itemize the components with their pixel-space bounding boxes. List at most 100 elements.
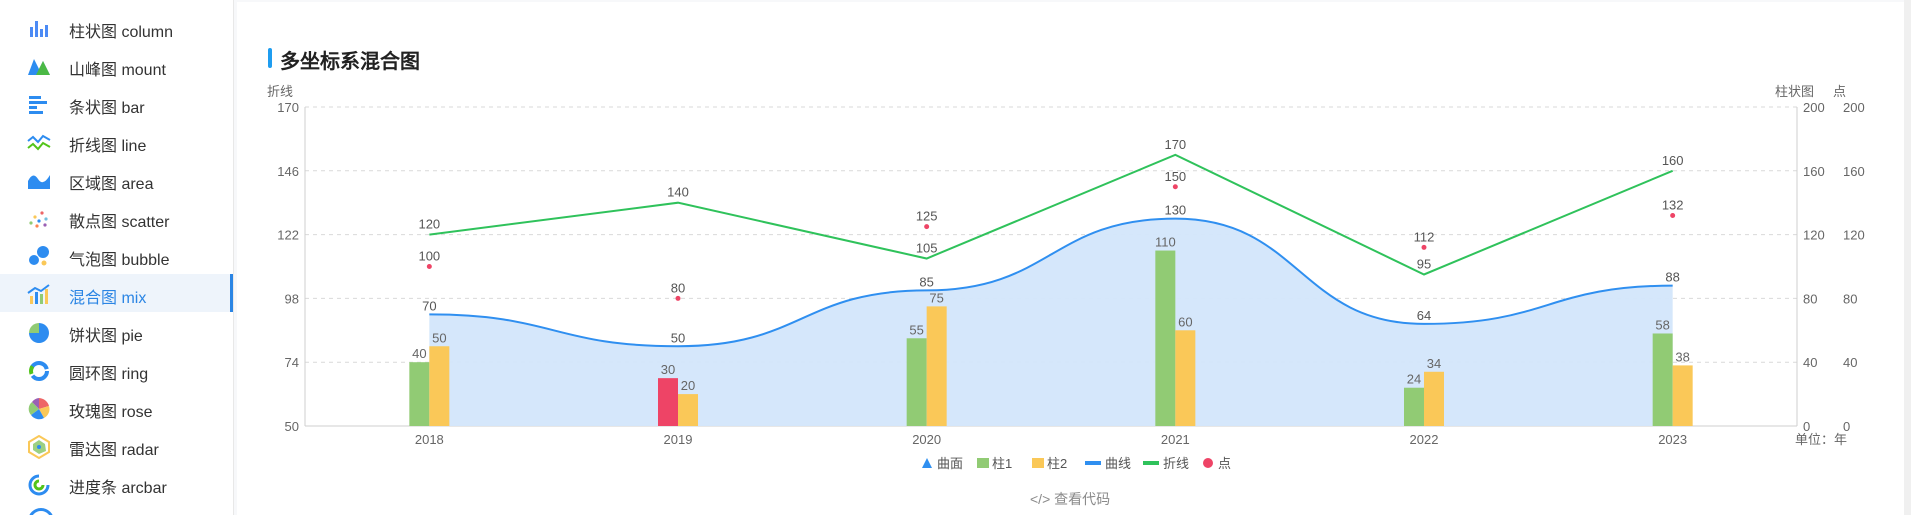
data-label-曲线: 85 (919, 274, 933, 289)
legend-label-柱1: 柱1 (992, 456, 1012, 471)
x-axis-tick: 2023 (1658, 432, 1687, 447)
column-柱1 (1155, 250, 1176, 426)
point-点 (1172, 184, 1178, 190)
data-label-折线: 95 (1417, 256, 1431, 271)
column-柱2 (678, 394, 698, 426)
right-axis-tick: 200 (1803, 100, 1825, 115)
right-axis-2-title: 点 (1833, 84, 1846, 99)
legend-icon-柱1 (977, 458, 989, 468)
sidebar-item-ring[interactable]: 圆环图 ring (0, 350, 233, 388)
column-柱1 (906, 338, 927, 426)
right-axis-tick: 120 (1803, 228, 1825, 243)
column-柱2 (1672, 365, 1693, 426)
point-点 (675, 295, 681, 301)
scrollbar-track[interactable] (1904, 0, 1911, 515)
legend-label-曲面: 曲面 (937, 456, 963, 471)
sidebar-item-pie[interactable]: 饼状图 pie (0, 312, 233, 350)
view-code-link[interactable]: </> 查看代码 (1030, 491, 1111, 507)
data-label-点: 112 (1414, 229, 1435, 244)
scatter-chart-icon (27, 207, 53, 229)
data-label-柱1: 110 (1155, 235, 1176, 250)
data-label-曲线: 88 (1665, 270, 1679, 285)
sidebar-item-label: 气泡图 bubble (69, 252, 170, 269)
data-label-曲线: 64 (1417, 308, 1431, 323)
data-label-柱1: 58 (1655, 317, 1669, 332)
sidebar-item-bar[interactable]: 条状图 bar (0, 84, 233, 122)
column-柱2 (1424, 371, 1444, 426)
bubble-chart-icon (27, 245, 53, 267)
right-axis-2-tick: 40 (1843, 355, 1857, 370)
ring-chart-icon (27, 359, 53, 381)
sidebar-item-mount[interactable]: 山峰图 mount (0, 46, 233, 84)
right-axis-2-tick: 80 (1843, 291, 1857, 306)
radar-chart-icon (27, 434, 53, 460)
x-axis-tick: 2022 (1410, 432, 1439, 447)
data-label-柱2: 34 (1427, 356, 1441, 371)
sidebar-item-mix[interactable]: 混合图 mix (0, 274, 233, 312)
data-label-点: 125 (916, 209, 938, 224)
data-label-柱1: 24 (1407, 372, 1421, 387)
sidebar-item-label: 圆环图 ring (69, 366, 149, 383)
sidebar-item-label: 条状图 bar (69, 100, 145, 117)
mix-chart-icon (27, 283, 53, 305)
data-label-柱2: 50 (432, 330, 446, 345)
page-title: 多坐标系混合图 (280, 51, 420, 73)
left-axis-title: 折线 (267, 84, 293, 99)
x-axis-tick: 2018 (415, 432, 444, 447)
sidebar-item-radar[interactable]: 雷达图 radar (0, 426, 233, 464)
sidebar-item-label: 雷达图 radar (69, 442, 159, 459)
line-chart-icon (27, 131, 53, 153)
sidebar-item-label: 玫瑰图 rose (69, 404, 153, 421)
data-label-折线: 140 (667, 185, 689, 200)
data-label-柱2: 38 (1675, 349, 1689, 364)
legend-label-曲线: 曲线 (1105, 456, 1131, 471)
data-label-点: 80 (671, 280, 685, 295)
title-accent-bar (268, 48, 272, 68)
left-axis-tick: 98 (285, 291, 299, 306)
area-chart-icon (27, 169, 53, 191)
area-series-曲面 (429, 218, 1673, 426)
data-label-折线: 120 (418, 217, 440, 232)
column-柱1 (658, 378, 678, 426)
column-柱2 (429, 346, 450, 426)
column-柱1 (1404, 387, 1424, 426)
sidebar-item-line[interactable]: 折线图 line (0, 122, 233, 160)
data-label-点: 100 (418, 249, 440, 264)
right-axis-tick: 160 (1803, 164, 1825, 179)
sidebar-item-label: 区域图 area (69, 176, 154, 193)
sidebar-item-rose[interactable]: 玫瑰图 rose (0, 388, 233, 426)
sidebar-item-label: 进度条 arcbar (69, 480, 167, 497)
sidebar-item-area[interactable]: 区域图 area (0, 160, 233, 198)
column-柱2 (1175, 330, 1196, 426)
column-chart-icon (27, 17, 53, 39)
left-axis-tick: 50 (285, 419, 299, 434)
data-label-曲线: 70 (422, 298, 436, 313)
point-点 (924, 224, 930, 230)
sidebar-item-column[interactable]: 柱状图 column (0, 8, 233, 46)
data-label-曲线: 130 (1164, 203, 1186, 218)
sidebar-item-label: 混合图 mix (69, 290, 147, 307)
sidebar-item-arcbar[interactable]: 进度条 arcbar (0, 464, 233, 502)
point-点 (1421, 244, 1427, 250)
data-label-点: 132 (1662, 197, 1684, 212)
line-series-曲线 (429, 217, 1673, 348)
legend-icon-曲线 (1085, 461, 1101, 465)
legend-icon-曲面 (922, 458, 932, 468)
sidebar: 柱状图 column 山峰图 mount 条状图 bar 折线图 line 区域图 ar… (0, 0, 234, 515)
left-axis-tick: 74 (285, 355, 299, 370)
column-柱1 (1652, 333, 1673, 426)
left-axis-tick: 146 (277, 164, 299, 179)
x-axis-tick: 2019 (664, 432, 693, 447)
sidebar-item-bubble[interactable]: 气泡图 bubble (0, 236, 233, 274)
data-label-柱1: 55 (909, 322, 923, 337)
line-series-折线 (429, 153, 1674, 276)
data-label-柱2: 75 (929, 290, 943, 305)
mount-chart-icon (27, 55, 53, 77)
data-label-柱2: 60 (1178, 314, 1192, 329)
sidebar-item-label: 折线图 line (69, 138, 147, 155)
data-label-柱1: 40 (412, 346, 426, 361)
arcbar-chart-icon (27, 473, 53, 496)
sidebar-item-scatter[interactable]: 散点图 scatter (0, 198, 233, 236)
right-axis-2-tick: 120 (1843, 228, 1865, 243)
